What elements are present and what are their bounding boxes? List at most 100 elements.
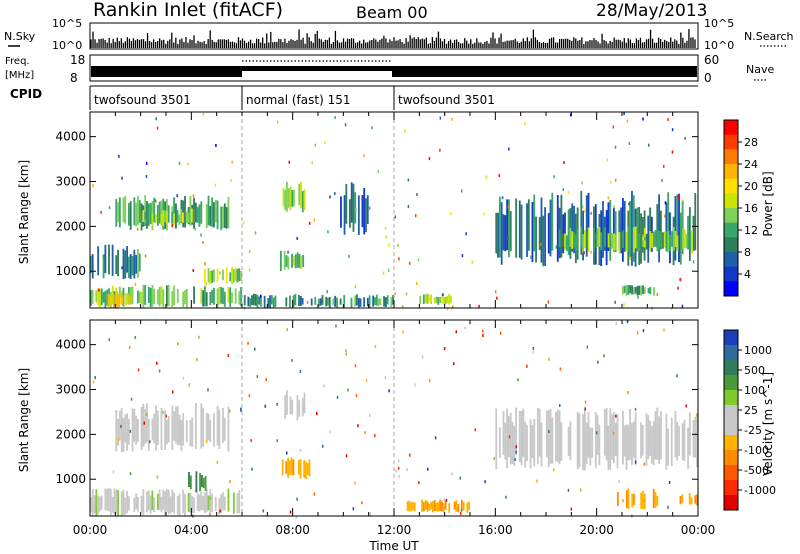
heatmap-cell <box>374 345 377 349</box>
heatmap-cell <box>193 497 195 514</box>
heatmap-cell <box>667 192 670 249</box>
colorbar-label: 8 <box>744 246 751 259</box>
heatmap-cell <box>665 231 668 252</box>
heatmap-cell <box>243 221 245 225</box>
heatmap-cell <box>158 286 161 307</box>
heatmap-cell <box>137 368 140 372</box>
heatmap-cell <box>340 196 342 228</box>
heatmap-cell <box>189 420 192 447</box>
heatmap-cell <box>649 207 651 249</box>
heatmap-cell <box>665 413 668 470</box>
heatmap-cell <box>424 500 427 510</box>
nsky-panel <box>89 22 699 50</box>
heatmap-cell <box>605 408 608 461</box>
heatmap-cell <box>334 192 336 196</box>
heatmap-cell <box>125 292 128 306</box>
heatmap-cell <box>96 292 99 305</box>
heatmap-cell <box>345 352 347 356</box>
colorbar-swatch <box>724 193 738 209</box>
heatmap-cell <box>515 445 518 449</box>
heatmap-cell <box>426 501 429 510</box>
heatmap-cell <box>544 207 546 266</box>
heatmap-cell <box>205 292 208 307</box>
heatmap-cell <box>202 112 205 116</box>
heatmap-cell <box>156 475 159 479</box>
velocity-colorbar <box>723 329 739 511</box>
heatmap-cell <box>299 295 302 306</box>
nsky-trace <box>90 29 696 48</box>
heatmap-cell <box>296 497 298 501</box>
heatmap-cell <box>515 407 518 456</box>
colorbar-label: -100 <box>744 444 769 457</box>
heatmap-cell <box>558 410 561 465</box>
heatmap-cell <box>104 244 107 274</box>
heatmap-cell <box>343 195 346 235</box>
heatmap-cell <box>414 214 417 218</box>
heatmap-cell <box>128 418 130 445</box>
heatmap-cell <box>613 233 615 251</box>
heatmap-cell <box>638 233 641 252</box>
heatmap-cell <box>145 412 148 416</box>
heatmap-cell <box>145 161 148 165</box>
heatmap-cell <box>483 212 485 216</box>
cpid-segment-label: normal (fast) 151 <box>246 93 350 107</box>
heatmap-cell <box>643 287 646 294</box>
heatmap-cell <box>681 423 684 461</box>
heatmap-cell <box>394 215 397 219</box>
heatmap-cell <box>565 235 568 252</box>
heatmap-cell <box>433 297 436 304</box>
colorbar-label: 28 <box>744 136 758 149</box>
heatmap-cell <box>187 162 189 166</box>
x-tick-label: 04:00 <box>174 523 209 537</box>
heatmap-cell <box>126 413 128 451</box>
colorbar-swatch <box>724 149 738 165</box>
heatmap-cell <box>201 474 203 488</box>
heatmap-cell <box>107 293 110 307</box>
heatmap-cell <box>368 206 371 210</box>
heatmap-cell <box>144 195 147 226</box>
heatmap-cell <box>319 298 322 306</box>
heatmap-cell <box>598 227 601 247</box>
heatmap-cell <box>609 227 612 251</box>
heatmap-cell <box>236 493 239 514</box>
heatmap-cell <box>667 428 670 466</box>
heatmap-cell <box>133 409 136 442</box>
heatmap-cell <box>147 203 150 227</box>
heatmap-cell <box>200 233 202 237</box>
heatmap-cell <box>692 215 695 252</box>
heatmap-cell <box>522 408 525 457</box>
heatmap-cell <box>357 297 360 308</box>
freq-label-line1: Freq. <box>5 56 30 67</box>
heatmap-cell <box>526 364 528 368</box>
heatmap-cell <box>685 404 688 408</box>
heatmap-cell <box>314 296 317 305</box>
heatmap-cell <box>679 496 682 505</box>
heatmap-cell <box>354 285 357 289</box>
heatmap-cell <box>687 231 690 249</box>
heatmap-cell <box>357 195 360 235</box>
heatmap-cell <box>441 501 443 512</box>
heatmap-cell <box>645 233 648 250</box>
heatmap-cell <box>369 512 372 516</box>
heatmap-cell <box>149 440 151 444</box>
heatmap-cell <box>672 227 675 251</box>
heatmap-cell <box>555 411 557 462</box>
heatmap-cell <box>618 232 621 253</box>
heatmap-cell <box>151 213 154 226</box>
x-tick-label: 16:00 <box>478 523 513 537</box>
heatmap-cell <box>578 413 581 468</box>
heatmap-cell <box>656 292 659 296</box>
heatmap-cell <box>120 408 123 453</box>
heatmap-cell <box>549 199 552 257</box>
colorbar-label: -500 <box>744 464 769 477</box>
heatmap-cell <box>623 112 625 116</box>
heatmap-cell <box>207 267 210 283</box>
colorbar-swatch <box>724 164 738 180</box>
heatmap-cell <box>495 212 498 254</box>
heatmap-cell <box>597 360 599 364</box>
heatmap-cell <box>597 426 600 430</box>
heatmap-cell <box>195 471 198 493</box>
heatmap-cell <box>667 505 669 509</box>
heatmap-cell <box>131 255 134 276</box>
heatmap-cell <box>142 403 145 447</box>
